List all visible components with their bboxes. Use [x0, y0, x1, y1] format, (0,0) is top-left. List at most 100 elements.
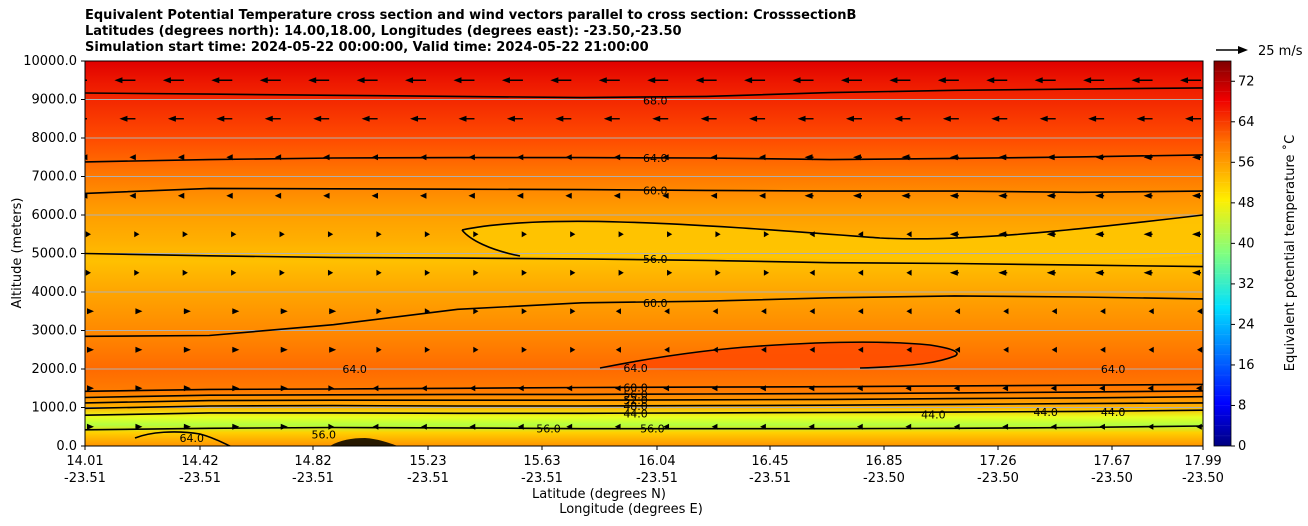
wind-vector	[506, 115, 523, 122]
x-tick-label-lat: 14.42	[181, 454, 218, 469]
wind-vector	[937, 77, 959, 84]
wind-vector	[555, 115, 572, 122]
wind-vector	[371, 154, 379, 161]
contour-line-60	[85, 383, 1203, 393]
contour-line-60	[85, 295, 1203, 338]
wind-vector	[1143, 231, 1153, 238]
contour-label: 52.0	[623, 394, 648, 407]
wind-vector	[566, 423, 573, 430]
wind-vector	[710, 154, 718, 161]
wind-vector	[613, 192, 621, 199]
wind-vector	[761, 308, 767, 315]
wind-vector	[232, 423, 240, 430]
wind-vector	[1095, 269, 1105, 276]
x-tick-label-lat: 17.67	[1093, 454, 1130, 469]
wind-vector	[889, 77, 911, 84]
wind-vector	[264, 115, 281, 122]
contour-line-44	[85, 409, 1203, 416]
wind-vector	[1136, 115, 1153, 122]
wind-vector	[906, 346, 912, 353]
wind-vector	[1192, 192, 1201, 199]
wind-vector	[280, 423, 288, 430]
wind-vector	[1148, 308, 1154, 315]
wind-vector	[1148, 346, 1154, 353]
colorbar-tick-label: 24	[1238, 317, 1255, 332]
contour-label: 44.0	[1101, 406, 1126, 419]
wind-vector	[1197, 308, 1203, 315]
wind-vector	[1099, 385, 1105, 392]
wind-vector	[615, 346, 621, 353]
wind-vector	[942, 115, 959, 122]
wind-vector	[614, 423, 621, 430]
contour-line-56	[85, 425, 1203, 431]
wind-vector	[565, 192, 572, 199]
colorbar-tick-label: 48	[1238, 196, 1255, 211]
wind-vector	[949, 154, 959, 161]
wind-vector	[371, 192, 379, 199]
wind-vector	[85, 192, 88, 199]
y-tick-label: 2000.0	[32, 362, 78, 377]
contour-label: 60.0	[623, 381, 648, 394]
contour-label: 56.0	[643, 253, 668, 266]
arrow-right-icon	[1238, 46, 1248, 54]
wind-vector	[421, 385, 427, 392]
x-tick-label-lat: 16.85	[865, 454, 902, 469]
wind-vector	[1003, 346, 1009, 353]
chart-title-line-3: Simulation start time: 2024-05-22 00:00:…	[85, 40, 649, 55]
wind-vector	[954, 346, 961, 353]
wind-vector	[809, 231, 815, 238]
wind-vector	[1131, 77, 1153, 84]
x-axis-label: Latitude (degrees N)	[532, 487, 666, 502]
wind-vector	[991, 115, 1008, 122]
wind-vector	[87, 423, 94, 430]
chart-title-line-1: Equivalent Potential Temperature cross s…	[85, 8, 857, 23]
contour-label: 44.0	[1033, 406, 1058, 419]
wind-vector	[856, 385, 863, 392]
colorbar-label: Equivalent potential temperature ˚C	[1282, 135, 1298, 371]
contour-label: 64.0	[342, 363, 367, 376]
colorbar-tick-label: 64	[1238, 115, 1255, 130]
colorbar-tick-label: 56	[1238, 155, 1255, 170]
wind-vector	[712, 308, 718, 315]
wind-vector	[361, 115, 378, 122]
wind-vector	[759, 154, 766, 161]
quiver-key: 25 m/s	[1216, 44, 1303, 59]
wind-vector	[420, 192, 427, 199]
y-tick-label: 9000.0	[32, 93, 78, 108]
wind-vector	[162, 77, 184, 84]
y-tick-label: 1000.0	[32, 401, 78, 416]
wind-vector	[501, 77, 523, 84]
contour-label: 64.0	[1101, 363, 1126, 376]
contour-line-64-band	[599, 341, 958, 369]
x-tick-label-lon: -23.51	[521, 471, 563, 486]
contour-lines	[85, 87, 1203, 446]
wind-vector	[323, 192, 330, 199]
contour-line-64-low	[134, 431, 231, 446]
wind-vector	[1196, 423, 1202, 430]
wind-vector	[570, 231, 576, 238]
contour-label: 64.0	[623, 362, 648, 375]
contour-label: 56.0	[536, 423, 561, 436]
wind-vector	[664, 346, 670, 353]
wind-vector	[700, 115, 717, 122]
wind-vector	[1051, 308, 1057, 315]
wind-vector	[1192, 269, 1201, 276]
wind-vector	[226, 154, 233, 161]
wind-vector	[211, 77, 233, 84]
y-tick-label: 10000.0	[23, 54, 77, 69]
quiver-key-label: 25 m/s	[1258, 44, 1303, 59]
wind-vector	[613, 154, 621, 161]
wind-vector	[134, 231, 140, 238]
wind-vector	[615, 308, 621, 315]
y-tick-label: 5000.0	[32, 247, 78, 262]
wind-vector	[87, 346, 94, 353]
x-tick-label-lon: -23.50	[977, 471, 1019, 486]
colorbar-tick-label: 16	[1238, 358, 1255, 373]
colorbar-tick-label: 8	[1238, 398, 1246, 413]
wind-vector	[521, 346, 527, 353]
x-tick-label-lon: -23.50	[1091, 471, 1133, 486]
y-tick-label: 6000.0	[32, 208, 78, 223]
wind-vector	[376, 308, 382, 315]
wind-vector	[905, 423, 912, 430]
